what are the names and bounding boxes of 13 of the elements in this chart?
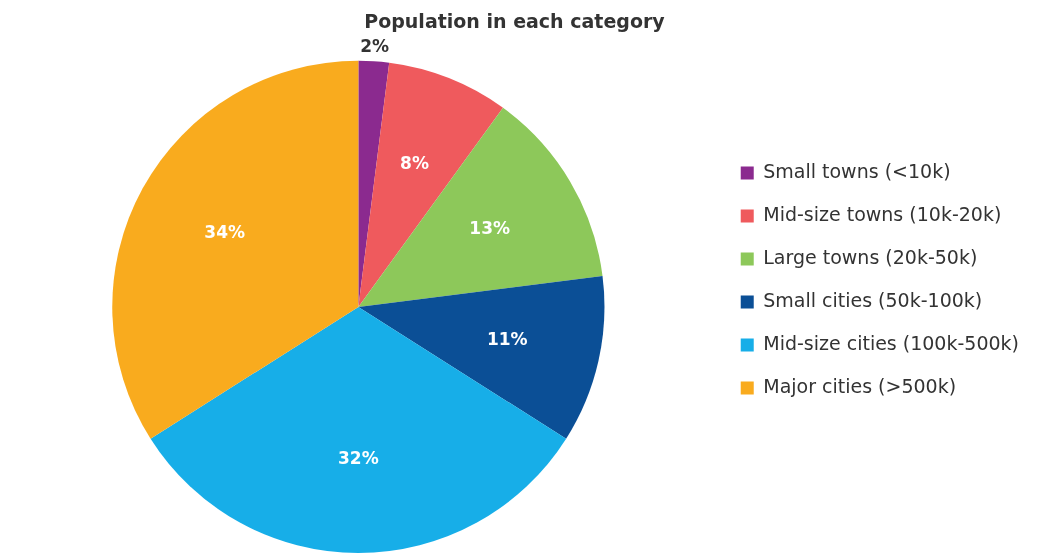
chart-title: Population in each category	[364, 10, 666, 33]
legend-label: Major cities (>500k)	[763, 374, 957, 397]
legend-label: Large towns (20k-50k)	[763, 245, 978, 268]
data-label: 32%	[338, 447, 379, 468]
data-label: 8%	[400, 153, 429, 174]
data-label: 11%	[486, 328, 528, 349]
legend-label: Small cities (50k-100k)	[763, 288, 983, 311]
data-label: 13%	[469, 217, 511, 238]
legend-label: Mid-size towns (10k-20k)	[763, 202, 1002, 225]
legend-label: Mid-size cities (100k-500k)	[763, 331, 1020, 354]
data-label: 2%	[360, 35, 390, 56]
legend-label: Small towns (<10k)	[763, 159, 951, 182]
data-label: 34%	[204, 221, 246, 242]
